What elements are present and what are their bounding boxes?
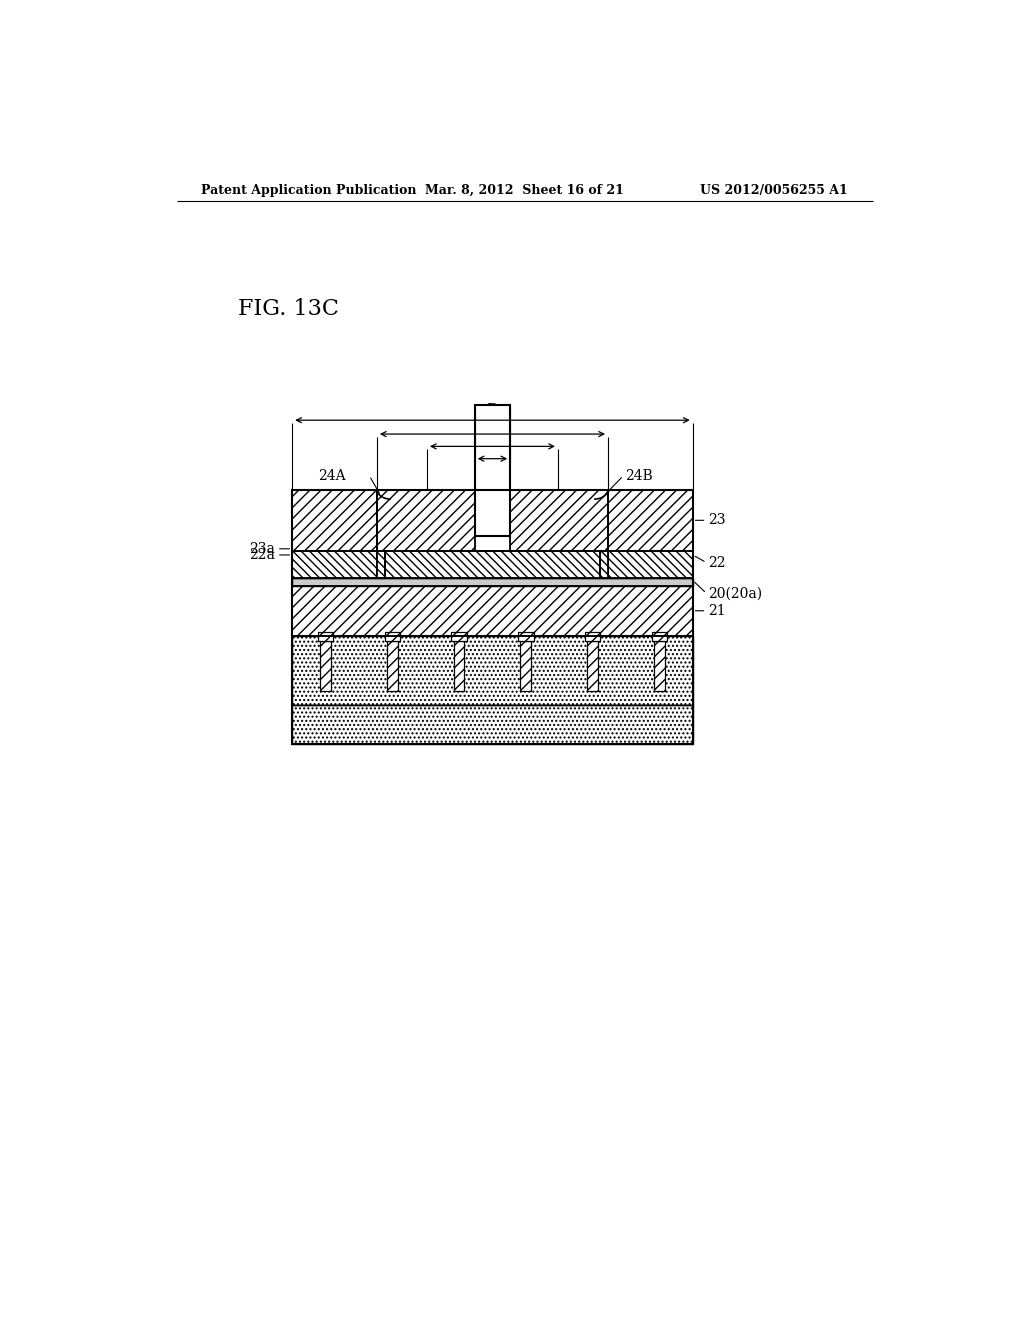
Bar <box>377 490 475 552</box>
Text: 24A: 24A <box>318 469 346 483</box>
Bar <box>608 490 692 552</box>
Bar <box>608 552 692 578</box>
Text: 20(20a): 20(20a) <box>708 586 762 601</box>
Bar <box>292 705 692 743</box>
Text: FIG. 13C: FIG. 13C <box>239 297 339 319</box>
Bar <box>292 490 377 552</box>
Text: Mar. 8, 2012  Sheet 16 of 21: Mar. 8, 2012 Sheet 16 of 21 <box>425 185 625 197</box>
Text: D1: D1 <box>481 417 504 430</box>
Bar <box>518 632 534 642</box>
Bar <box>385 632 400 642</box>
Text: 22a: 22a <box>250 548 275 562</box>
Bar <box>317 632 334 642</box>
Text: US 2012/0056255 A1: US 2012/0056255 A1 <box>700 185 848 197</box>
Bar <box>377 552 385 578</box>
Text: 24B: 24B <box>625 469 652 483</box>
Bar <box>654 642 665 692</box>
Bar <box>510 490 608 552</box>
Bar <box>475 405 510 536</box>
Bar <box>292 552 377 578</box>
Bar <box>454 642 465 692</box>
Text: D2: D2 <box>481 429 504 444</box>
Bar <box>292 636 692 705</box>
Bar <box>385 552 600 578</box>
Bar <box>651 632 667 642</box>
Bar <box>600 552 608 578</box>
Text: 23a: 23a <box>250 541 275 556</box>
Text: Patent Application Publication: Patent Application Publication <box>202 185 417 197</box>
Bar <box>321 642 331 692</box>
Text: D: D <box>486 403 499 417</box>
Text: 21: 21 <box>708 603 726 618</box>
Bar <box>585 632 600 642</box>
Text: 23: 23 <box>708 513 726 527</box>
Bar <box>452 632 467 642</box>
Bar <box>292 578 692 586</box>
Bar <box>292 586 692 636</box>
Text: D3: D3 <box>484 442 507 455</box>
Bar <box>520 642 531 692</box>
Bar <box>292 490 692 743</box>
Text: 22: 22 <box>708 556 726 570</box>
Bar <box>587 642 598 692</box>
Bar <box>387 642 397 692</box>
